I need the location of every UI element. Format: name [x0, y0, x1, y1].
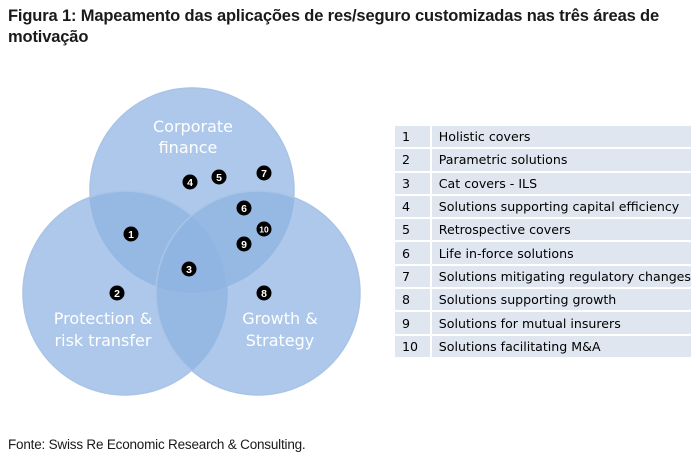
- legend-text: Solutions mitigating regulatory changes: [431, 265, 691, 288]
- legend-text: Cat covers - ILS: [431, 172, 691, 194]
- legend-row: 1 Holistic covers: [395, 126, 691, 148]
- marker-2: 2: [109, 285, 125, 301]
- label-corporate-finance-line1: Corporate: [153, 117, 233, 136]
- legend-row: 9 Solutions for mutual insurers: [395, 312, 691, 334]
- venn-circles: [22, 87, 361, 396]
- label-protection-line1: Protection &: [54, 309, 153, 328]
- venn-diagram: Corporate finance Protection & risk tran…: [22, 87, 361, 396]
- legend-text: Parametric solutions: [431, 149, 691, 171]
- marker-10-number: 10: [259, 225, 269, 235]
- marker-3-number: 3: [186, 264, 192, 276]
- marker-4-number: 4: [187, 177, 193, 189]
- label-growth-line2: Strategy: [246, 331, 315, 350]
- legend-text: Life in-force solutions: [431, 242, 691, 264]
- marker-4: 4: [182, 174, 198, 190]
- marker-6-number: 6: [241, 203, 247, 215]
- legend-text: Holistic covers: [431, 126, 691, 148]
- label-growth-line1: Growth &: [242, 309, 317, 328]
- legend-text: Solutions supporting capital efficiency: [431, 195, 691, 218]
- label-corporate-finance-line2: finance: [159, 138, 218, 157]
- marker-10: 10: [256, 221, 272, 237]
- marker-9-number: 9: [241, 239, 247, 251]
- marker-8: 8: [256, 285, 272, 301]
- legend-row: 10 Solutions facilitating M&A: [395, 335, 691, 357]
- legend-row: 8 Solutions supporting growth: [395, 289, 691, 311]
- legend-number: 7: [395, 265, 432, 288]
- legend-number: 4: [395, 195, 432, 218]
- label-protection-line2: risk transfer: [55, 331, 152, 350]
- legend-row: 5 Retrospective covers: [395, 219, 691, 241]
- marker-7-number: 7: [261, 168, 267, 180]
- legend-number: 9: [395, 312, 432, 334]
- legend-text: Solutions supporting growth: [431, 289, 691, 311]
- marker-8-number: 8: [261, 288, 267, 300]
- marker-2-number: 2: [114, 288, 120, 300]
- legend-number: 2: [395, 149, 432, 171]
- legend-row: 3 Cat covers - ILS: [395, 172, 691, 194]
- marker-1: 1: [123, 226, 139, 242]
- legend-number: 6: [395, 242, 432, 264]
- legend-number: 10: [395, 335, 432, 357]
- marker-6: 6: [236, 200, 252, 216]
- marker-5-number: 5: [216, 172, 222, 184]
- legend-text: Solutions for mutual insurers: [431, 312, 691, 334]
- legend-row: 7 Solutions mitigating regulatory change…: [395, 265, 691, 288]
- legend-number: 5: [395, 219, 432, 241]
- legend-number: 8: [395, 289, 432, 311]
- legend-row: 6 Life in-force solutions: [395, 242, 691, 264]
- marker-7: 7: [256, 165, 272, 181]
- marker-3: 3: [181, 261, 197, 277]
- legend-number: 1: [395, 126, 432, 148]
- legend-number: 3: [395, 172, 432, 194]
- legend-table: 1 Holistic covers 2 Parametric solutions…: [395, 124, 691, 359]
- legend-text: Retrospective covers: [431, 219, 691, 241]
- legend-text: Solutions facilitating M&A: [431, 335, 691, 357]
- marker-1-number: 1: [128, 229, 134, 241]
- legend-row: 4 Solutions supporting capital efficienc…: [395, 195, 691, 218]
- marker-9: 9: [236, 236, 252, 252]
- source-note: Fonte: Swiss Re Economic Research & Cons…: [8, 437, 306, 452]
- marker-5: 5: [211, 169, 227, 185]
- figure-title: Figura 1: Mapeamento das aplicações de r…: [8, 7, 660, 46]
- legend-row: 2 Parametric solutions: [395, 149, 691, 171]
